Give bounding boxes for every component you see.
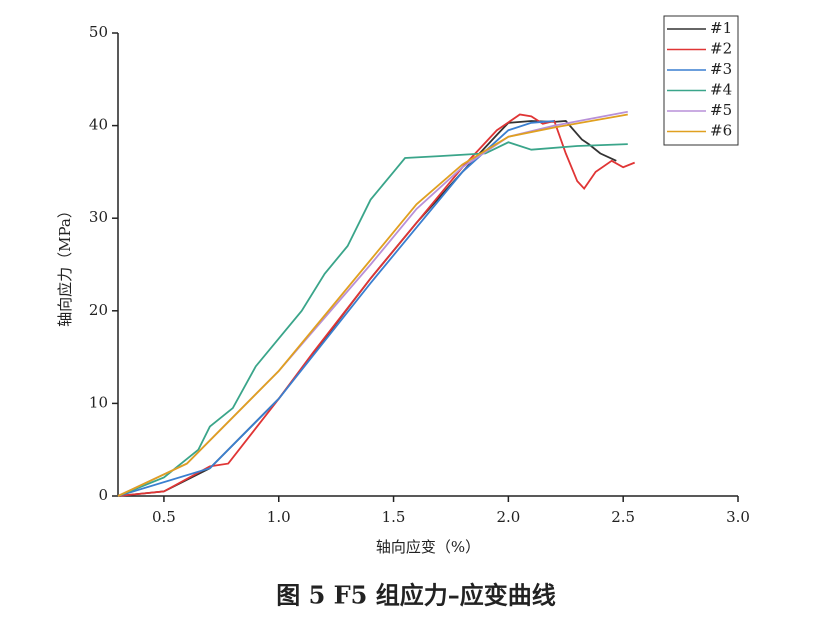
x-tick-label: 1.0 <box>267 508 291 526</box>
legend-box <box>663 15 739 146</box>
x-tick-label: 2.0 <box>496 508 520 526</box>
y-tick-label: 10 <box>89 393 108 411</box>
y-axis-label: 轴向应力（MPa） <box>56 203 74 327</box>
series-line <box>117 113 636 497</box>
legend-label: #5 <box>710 101 732 119</box>
x-tick-label: 3.0 <box>726 508 750 526</box>
x-tick-label: 0.5 <box>152 508 176 526</box>
legend-label: #3 <box>710 60 732 78</box>
y-tick-label: 20 <box>89 301 108 319</box>
series-line <box>117 141 628 497</box>
legend-label: #6 <box>710 122 732 140</box>
y-tick-label: 40 <box>89 116 108 134</box>
x-axis-label: 轴向应变（%） <box>376 538 480 556</box>
y-tick-label: 30 <box>89 208 108 226</box>
series-line <box>117 120 555 497</box>
legend-label: #1 <box>710 19 732 37</box>
y-tick-label: 50 <box>89 23 108 41</box>
chart-title: 图 5 F5 组应力–应变曲线 <box>276 581 556 610</box>
legend-label: #2 <box>710 40 732 58</box>
series-line <box>117 110 628 497</box>
legend-label: #4 <box>710 81 732 99</box>
x-tick-label: 2.5 <box>611 508 635 526</box>
x-tick-label: 1.5 <box>382 508 406 526</box>
series-line <box>117 113 628 497</box>
series-line <box>117 120 617 497</box>
y-tick-label: 0 <box>98 486 108 504</box>
